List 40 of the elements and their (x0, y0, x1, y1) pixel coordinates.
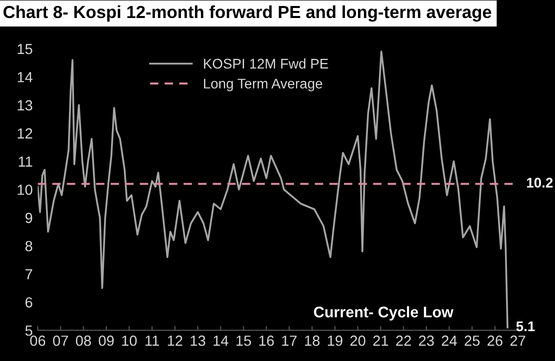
legend-label: KOSPI 12M Fwd PE (204, 58, 328, 69)
y-tick-label: 13 (18, 100, 32, 110)
x-tick-label: 16 (259, 336, 274, 346)
y-tick-label: 9 (25, 212, 32, 224)
y-tick-label: 5 (25, 326, 32, 336)
legend-label: Long Term Average (204, 78, 322, 92)
y-tick-label: 6 (26, 297, 32, 308)
y-tick-label: 12 (18, 128, 32, 138)
line-series (38, 50, 508, 328)
y-tick-label: 14 (18, 72, 32, 82)
x-tick-label: 10 (122, 336, 137, 346)
y-tick-label: 7 (26, 269, 32, 280)
annotation: 5.1 (516, 322, 535, 332)
x-tick-label: 08 (76, 336, 91, 346)
x-tick-label: 25 (464, 336, 480, 346)
y-tick-label: 15 (18, 44, 32, 54)
x-tick-label: 27 (510, 336, 526, 346)
annotation: 10.2 (527, 178, 553, 188)
y-tick-label: 10 (18, 184, 32, 195)
x-tick-label: 22 (396, 336, 411, 346)
x-tick-label: 12 (168, 336, 182, 346)
x-tick-label: 20 (350, 336, 366, 346)
x-tick-label: 21 (373, 336, 388, 346)
x-tick-label: 09 (98, 336, 114, 346)
y-tick-label: 11 (18, 156, 32, 167)
x-tick-label: 06 (30, 336, 46, 346)
x-tick-label: 19 (328, 336, 342, 346)
x-tick-label: 17 (282, 336, 297, 346)
x-tick-label: 14 (214, 336, 228, 346)
x-tick-label: 24 (442, 336, 457, 346)
y-tick-label: 8 (25, 240, 32, 252)
x-tick-label: 26 (488, 336, 502, 346)
x-tick-label: 07 (53, 336, 68, 346)
x-tick-label: 11 (146, 336, 159, 346)
x-tick-label: 18 (305, 336, 320, 346)
chart-title: Chart 8- Kospi 12-month forward PE and long-term average (3, 5, 492, 22)
annotation: Current- Cycle Low (314, 306, 454, 320)
x-tick-label: 23 (418, 336, 434, 346)
x-tick-label: 15 (236, 336, 251, 346)
x-tick-label: 13 (190, 336, 206, 346)
